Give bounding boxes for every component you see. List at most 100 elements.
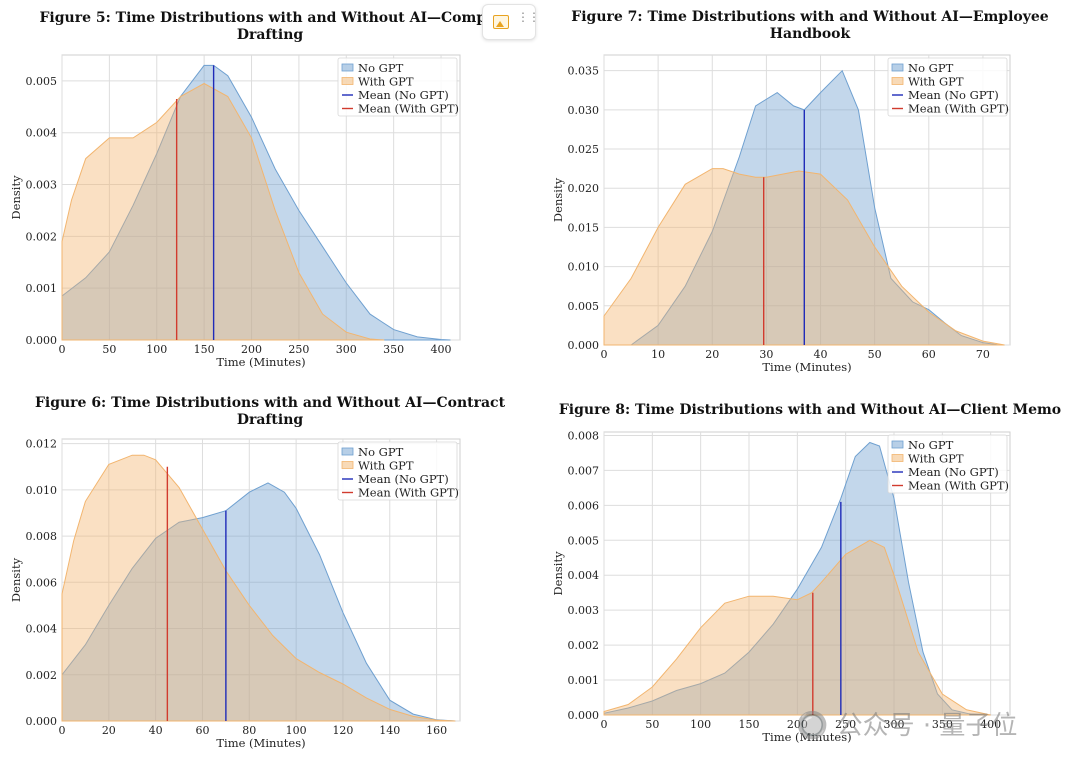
y-tick-label: 0.005 [26, 75, 58, 88]
x-tick-label: 70 [976, 348, 990, 361]
x-tick-label: 100 [146, 343, 167, 356]
x-tick-label: 350 [383, 343, 404, 356]
x-tick-label: 120 [332, 724, 353, 737]
y-tick-label: 0.025 [568, 143, 600, 156]
legend-label: With GPT [358, 459, 414, 473]
x-tick-label: 40 [814, 348, 828, 361]
x-tick-label: 0 [59, 724, 66, 737]
x-tick-label: 80 [242, 724, 256, 737]
x-tick-label: 60 [922, 348, 936, 361]
y-tick-label: 0.000 [26, 715, 58, 728]
legend-label: Mean (No GPT) [908, 88, 999, 102]
x-tick-label: 0 [601, 718, 608, 731]
figure-8-panel: Figure 8: Time Distributions with and Wi… [540, 385, 1080, 769]
legend-label: Mean (With GPT) [908, 102, 1009, 116]
y-tick-label: 0.000 [26, 334, 58, 347]
figure-7-chart: 0 10 20 30 40 50 60 70 0.000 0.005 0.010 0.015 0.020… [551, 54, 1011, 374]
y-tick-label: 0.003 [568, 604, 600, 617]
x-tick-label: 140 [379, 724, 400, 737]
image-icon[interactable] [493, 15, 509, 29]
legend-label: Mean (With GPT) [358, 102, 459, 116]
x-tick-label: 10 [651, 348, 665, 361]
y-tick-label: 0.000 [568, 709, 600, 722]
legend-box [887, 434, 1008, 494]
y-tick-label: 0.002 [26, 230, 58, 243]
series-area-with-gpt [61, 82, 385, 341]
x-tick-label: 350 [932, 718, 953, 731]
x-tick-label: 100 [286, 724, 307, 737]
series-area-no-gpt [61, 64, 451, 341]
y-tick-label: 0.006 [26, 576, 58, 589]
legend-swatch [891, 77, 904, 85]
legend-label: Mean (No GPT) [358, 472, 449, 486]
x-tick-label: 300 [336, 343, 357, 356]
x-tick-label: 250 [835, 718, 856, 731]
drag-handle-icon[interactable]: ⋮⋮ [517, 10, 540, 24]
y-tick-label: 0.004 [26, 127, 58, 140]
x-tick-label: 0 [601, 348, 608, 361]
y-tick-label: 0.030 [568, 104, 600, 117]
chart-title: Figure 8: Time Distributions with and Wi… [558, 402, 1062, 418]
y-tick-label: 0.007 [568, 464, 600, 477]
y-tick-label: 0.005 [568, 534, 600, 547]
legend-swatch [891, 440, 904, 449]
series-area-with-gpt [61, 454, 456, 722]
x-tick-label: 250 [288, 343, 309, 356]
legend-box [887, 57, 1008, 117]
legend-label: Mean (With GPT) [358, 486, 459, 500]
y-tick-label: 0.020 [568, 182, 600, 195]
y-tick-label: 0.035 [568, 65, 600, 78]
y-axis-label: Density [551, 177, 565, 222]
series-area-no-gpt [629, 69, 1000, 346]
image-toolbar[interactable]: ⋮⋮ [482, 4, 540, 40]
legend-label: No GPT [908, 61, 954, 75]
y-tick-label: 0.004 [568, 569, 600, 582]
legend-label: No GPT [908, 438, 954, 452]
series-area-no-gpt [61, 482, 456, 722]
y-tick-label: 0.004 [26, 623, 58, 636]
y-tick-label: 0.008 [568, 429, 600, 442]
x-axis-label: Time (Minutes) [216, 736, 305, 750]
legend-label: Mean (With GPT) [908, 479, 1009, 493]
series-area-with-gpt [603, 539, 991, 716]
y-axis-label: Density [551, 551, 565, 596]
figure-6-panel: Figure 6: Time Distributions with and Wi… [0, 385, 540, 769]
figure-7-panel: Figure 7: Time Distributions with and Wi… [540, 0, 1080, 385]
y-tick-label: 0.002 [568, 639, 600, 652]
x-axis-label: Time (Minutes) [762, 360, 851, 374]
y-tick-label: 0.010 [26, 484, 58, 497]
y-tick-label: 0.006 [568, 499, 600, 512]
x-tick-label: 50 [645, 718, 659, 731]
y-tick-label: 0.000 [568, 339, 600, 352]
legend-swatch [341, 77, 354, 85]
chart-title: Figure 7: Time Distributions with and Wi… [571, 9, 1049, 42]
x-tick-label: 400 [431, 343, 452, 356]
legend-swatch [341, 461, 354, 469]
y-tick-label: 0.008 [26, 530, 58, 543]
chart-title: Figure 5: Time Distributions with and Wi… [39, 10, 501, 43]
y-axis-label: Density [9, 557, 23, 602]
x-tick-label: 150 [739, 718, 760, 731]
y-axis-label: Density [9, 175, 23, 220]
x-tick-label: 160 [426, 724, 447, 737]
legend-swatch [341, 447, 354, 456]
x-tick-label: 200 [787, 718, 808, 731]
x-tick-label: 60 [195, 724, 209, 737]
chart-title: Figure 6: Time Distributions with and Wi… [34, 395, 506, 428]
series-area-no-gpt [603, 441, 991, 716]
x-axis-label: Time (Minutes) [216, 355, 305, 369]
legend-label: Mean (No GPT) [908, 465, 999, 479]
y-tick-label: 0.001 [26, 282, 58, 295]
legend-label: With GPT [358, 75, 414, 89]
x-tick-label: 30 [759, 348, 773, 361]
figure-6-chart: 0 20 40 60 80 100 120 140 160 0.000 0.002 0.004 0.00… [9, 438, 461, 750]
y-tick-label: 0.002 [26, 669, 58, 682]
y-tick-label: 0.001 [568, 674, 600, 687]
figure-5-chart: 0 50 100 150 200 250 300 350 400 0.000 0.001 0.002 0… [9, 54, 461, 369]
x-tick-label: 200 [241, 343, 262, 356]
legend-box [337, 441, 458, 501]
x-tick-label: 100 [690, 718, 711, 731]
x-axis-label: Time (Minutes) [762, 730, 851, 744]
x-tick-label: 0 [59, 343, 66, 356]
y-tick-label: 0.015 [568, 221, 600, 234]
